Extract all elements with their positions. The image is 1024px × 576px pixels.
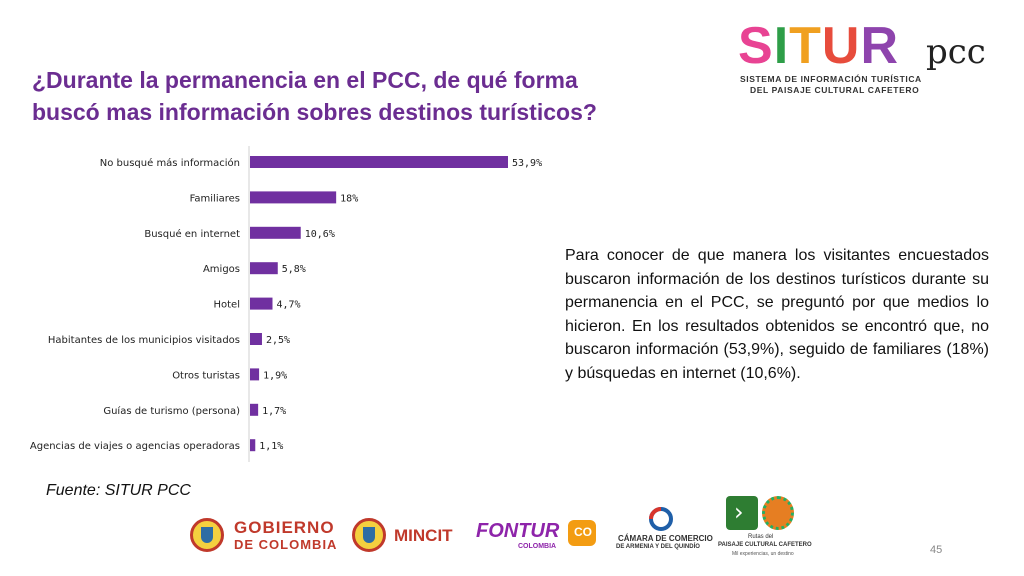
gobierno-de-colombia-logo: GOBIERNO DE COLOMBIA xyxy=(190,514,340,556)
fontur-co-badge-text: CO xyxy=(574,525,592,539)
fontur-logo: FONTUR COLOMBIA CO xyxy=(476,516,604,554)
rutas-pcc-logo: › Rutas del PAISAJE CULTURAL CAFETERO Mi… xyxy=(718,494,818,564)
category-label: No busqué más información xyxy=(100,157,240,169)
category-label: Familiares xyxy=(190,193,240,204)
bar-value-label: 10,6% xyxy=(305,229,335,240)
situr-letter-s: S xyxy=(738,17,774,75)
bar-value-label: 2,5% xyxy=(266,335,290,346)
mincit-logo: MINCIT xyxy=(352,514,462,556)
situr-logo-suffix: pcc xyxy=(926,32,986,72)
bar-value-label: 1,7% xyxy=(262,406,286,417)
bar xyxy=(250,439,256,452)
bar-chart: No busqué más información 53,9% Familiares… xyxy=(30,146,542,462)
category-label: Agencias de viajes o agencias operadoras xyxy=(30,441,240,452)
bar xyxy=(250,368,260,381)
colombia-seal-icon xyxy=(190,518,224,552)
category-label: Busqué en internet xyxy=(144,228,240,240)
category-label: Otros turistas xyxy=(172,370,240,381)
bar xyxy=(250,191,337,204)
bar xyxy=(250,297,273,310)
camara-logo-line-2: DE ARMENIA Y DEL QUINDÍO xyxy=(616,544,700,550)
rutas-logo-line-2: PAISAJE CULTURAL CAFETERO xyxy=(718,542,812,548)
mincit-logo-text: MINCIT xyxy=(394,526,453,545)
bar xyxy=(250,226,301,239)
mincit-seal-icon xyxy=(352,518,386,552)
fontur-co-badge: CO xyxy=(568,520,596,546)
title-line-2: buscó mas información sobres destinos tu… xyxy=(32,99,597,125)
bar-value-label: 5,8% xyxy=(282,264,306,275)
category-label: Hotel xyxy=(214,300,241,311)
bar-value-label: 4,7% xyxy=(276,300,300,311)
situr-letter-u: U xyxy=(821,17,861,75)
source-note: Fuente: SITUR PCC xyxy=(46,482,191,499)
bar xyxy=(250,262,278,275)
bar-value-label: 18% xyxy=(340,193,358,204)
gobierno-logo-line-1: GOBIERNO xyxy=(234,518,335,537)
camara-logo-line-1: CÁMARA DE COMERCIO xyxy=(618,534,713,543)
situr-logo-subtitle-1: SISTEMA DE INFORMACIÓN TURÍSTICA xyxy=(740,74,922,84)
situr-letter-i: I xyxy=(773,17,790,75)
situr-logo-word: SITUR xyxy=(738,18,899,74)
bar-value-label: 1,9% xyxy=(263,370,287,381)
bar-value-label: 1,1% xyxy=(259,441,283,452)
bar xyxy=(250,403,259,416)
gobierno-logo-line-2: DE COLOMBIA xyxy=(234,537,338,552)
category-label: Amigos xyxy=(203,264,240,275)
rutas-logo-line-3: Mil experiencias, un destino xyxy=(732,551,794,557)
description-paragraph: Para conocer de que manera los visitante… xyxy=(565,247,989,382)
situr-letter-t: T xyxy=(789,17,822,75)
fontur-logo-text: FONTUR xyxy=(476,520,560,542)
situr-pcc-logo: SITUR pcc SISTEMA DE INFORMACIÓN TURÍSTI… xyxy=(738,18,1003,98)
camara-swirl-icon xyxy=(649,507,673,531)
situr-letter-r: R xyxy=(860,17,900,75)
bar xyxy=(250,156,508,168)
page-number: 45 xyxy=(930,544,943,556)
camara-de-comercio-logo: CÁMARA DE COMERCIO DE ARMENIA Y DEL QUIN… xyxy=(612,506,713,556)
situr-logo-subtitle-2: DEL PAISAJE CULTURAL CAFETERO xyxy=(750,85,920,95)
title-line-1: ¿Durante la permanencia en el PCC, de qu… xyxy=(32,67,578,93)
category-label: Guías de turismo (persona) xyxy=(103,405,240,417)
rutas-arrow-icon: › xyxy=(726,496,758,530)
bar xyxy=(250,333,262,345)
category-label: Habitantes de los municipios visitados xyxy=(48,335,240,346)
slide-title: ¿Durante la permanencia en el PCC, de qu… xyxy=(32,64,712,128)
rutas-flower-icon xyxy=(762,496,794,530)
fontur-logo-sub: COLOMBIA xyxy=(518,543,557,550)
bar-value-label: 53,9% xyxy=(512,158,542,169)
rutas-logo-line-1: Rutas del xyxy=(748,534,774,540)
